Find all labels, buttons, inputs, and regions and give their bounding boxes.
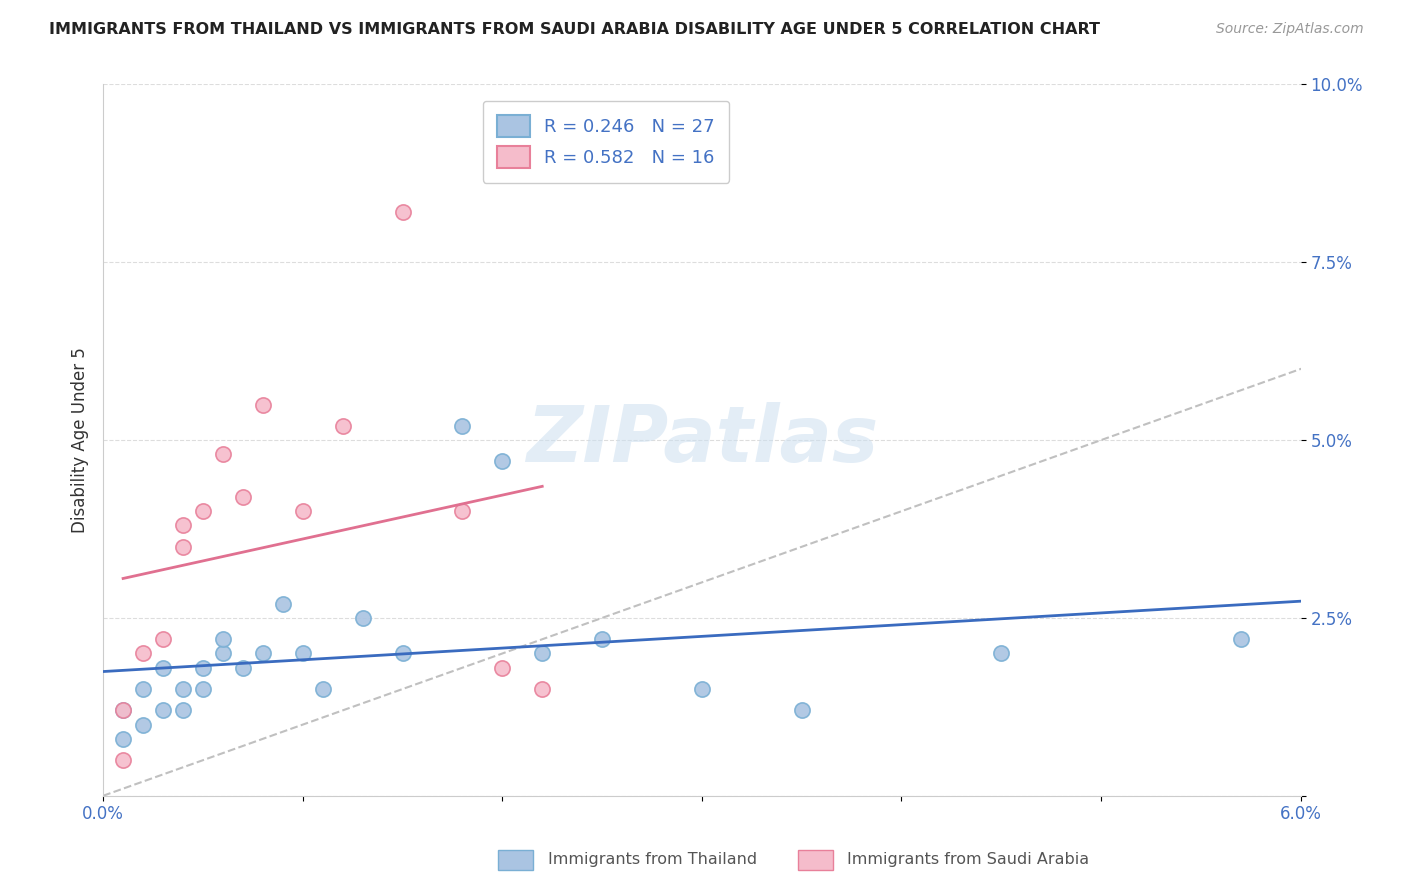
Point <box>152 632 174 647</box>
Text: IMMIGRANTS FROM THAILAND VS IMMIGRANTS FROM SAUDI ARABIA DISABILITY AGE UNDER 5 : IMMIGRANTS FROM THAILAND VS IMMIGRANTS F… <box>49 22 1101 37</box>
Point <box>591 632 613 647</box>
Point <box>491 454 513 468</box>
Point <box>212 647 235 661</box>
Point <box>531 647 554 661</box>
Point <box>391 647 413 661</box>
Point <box>132 647 155 661</box>
Legend: R = 0.246   N = 27, R = 0.582   N = 16: R = 0.246 N = 27, R = 0.582 N = 16 <box>482 101 730 183</box>
Point <box>152 703 174 717</box>
Point <box>391 205 413 219</box>
Point <box>212 447 235 461</box>
Point <box>291 504 314 518</box>
Point <box>172 703 194 717</box>
Point <box>112 753 135 767</box>
Text: Source: ZipAtlas.com: Source: ZipAtlas.com <box>1216 22 1364 37</box>
Point <box>1229 632 1251 647</box>
Point <box>491 661 513 675</box>
Point <box>790 703 813 717</box>
Point <box>191 504 214 518</box>
Text: Immigrants from Thailand: Immigrants from Thailand <box>547 853 756 867</box>
Point <box>291 647 314 661</box>
Text: Immigrants from Saudi Arabia: Immigrants from Saudi Arabia <box>846 853 1090 867</box>
Point <box>172 540 194 554</box>
Point <box>531 681 554 696</box>
Point <box>212 632 235 647</box>
Point <box>271 597 294 611</box>
Point <box>152 661 174 675</box>
Point <box>172 518 194 533</box>
Point <box>132 681 155 696</box>
Point <box>112 703 135 717</box>
Point <box>311 681 333 696</box>
Point <box>690 681 713 696</box>
Point <box>191 661 214 675</box>
Y-axis label: Disability Age Under 5: Disability Age Under 5 <box>72 347 89 533</box>
Point <box>232 490 254 504</box>
Point <box>172 681 194 696</box>
Point <box>352 611 374 625</box>
Point <box>232 661 254 675</box>
Point <box>191 681 214 696</box>
Text: ZIPatlas: ZIPatlas <box>526 402 877 478</box>
Point <box>112 731 135 746</box>
Point <box>112 703 135 717</box>
Point <box>132 717 155 731</box>
Point <box>332 418 354 433</box>
Point <box>990 647 1012 661</box>
Point <box>252 398 274 412</box>
Point <box>451 418 474 433</box>
Point <box>252 647 274 661</box>
Point <box>451 504 474 518</box>
